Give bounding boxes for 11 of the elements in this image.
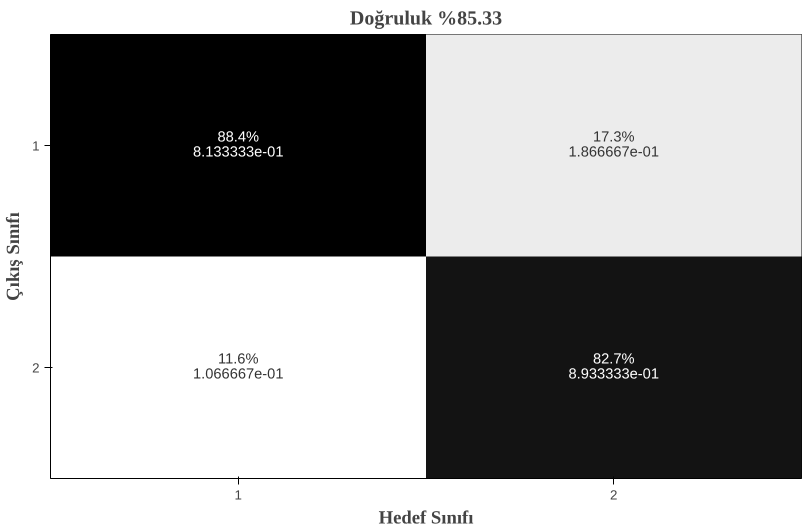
x-axis-title: Hedef Sınıfı xyxy=(378,508,474,528)
y-axis-title: Çıkış Sınıfı xyxy=(3,212,24,301)
data-label: 11.6% xyxy=(218,352,258,368)
data-label: 88.4% xyxy=(217,130,260,146)
chart-title: Doğruluk %85.33 xyxy=(350,8,502,30)
data-label: 17.3% xyxy=(592,130,635,146)
annotation: 8.133333e-01 xyxy=(193,144,284,160)
annotation: 1.066667e-01 xyxy=(193,366,284,382)
data-label: 82.7% xyxy=(592,352,635,368)
annotation: 8.933333e-01 xyxy=(568,366,659,382)
annotation: 1.866667e-01 xyxy=(568,144,659,160)
